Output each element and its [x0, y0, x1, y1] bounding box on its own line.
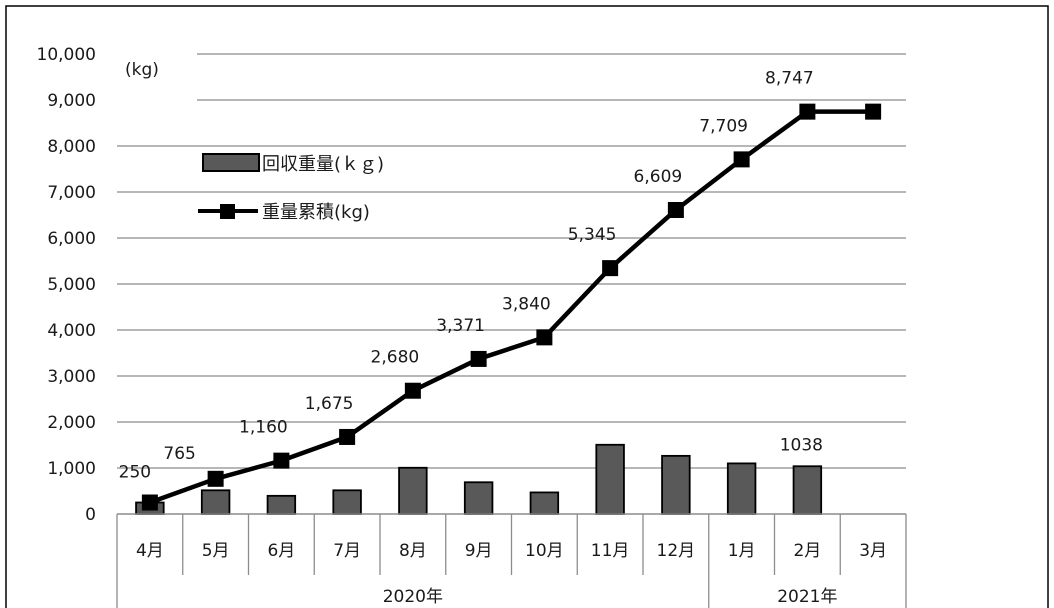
line-marker — [733, 151, 750, 168]
legend-line-label: 重量累積(kg) — [262, 202, 370, 223]
y-tick-label: 2,000 — [47, 413, 96, 433]
bar — [726, 462, 757, 515]
line-data-label: 2,680 — [371, 348, 420, 368]
x-tick-label: 9月 — [465, 541, 493, 561]
bar — [792, 465, 823, 515]
line-data-label: 1,160 — [239, 418, 288, 438]
bar — [595, 443, 625, 515]
legend-bar-swatch — [202, 153, 260, 172]
line-marker — [404, 382, 421, 399]
line-data-label: 3,371 — [436, 316, 485, 336]
line-marker — [141, 494, 158, 511]
bar — [266, 494, 297, 515]
legend: 回収重量(ｋｇ) 重量累積(kg) — [198, 153, 384, 223]
line-marker — [667, 201, 684, 218]
x-tick-label: 10月 — [525, 541, 564, 561]
y-axis-ticks: 0 1,000 2,000 3,000 4,000 5,000 6,000 7,000 8,00… — [37, 45, 96, 525]
line-data-label: 8,747 — [765, 69, 814, 89]
x-axis: 4月 5月 6月 7月 8月 9月 10月 11月 12月 1月 2月 3月 2020年 2021年 — [116, 513, 907, 608]
line-series — [141, 103, 882, 511]
x-tick-label: 4月 — [136, 541, 164, 561]
bar — [529, 491, 560, 515]
x-tick-label: 11月 — [591, 541, 630, 561]
y-tick-label: 3,000 — [47, 367, 96, 387]
line-marker — [470, 350, 487, 367]
x-tick-label: 2月 — [793, 541, 821, 561]
bar — [463, 481, 494, 515]
x-tick-label: 3月 — [859, 541, 887, 561]
x-tick-label: 5月 — [202, 541, 230, 561]
line-marker — [865, 103, 882, 120]
unit-label: (kg) — [125, 60, 159, 80]
series-line — [149, 109, 874, 505]
line-data-label: 1,675 — [305, 394, 354, 414]
y-tick-label: 6,000 — [47, 229, 96, 249]
y-tick-label: 1,000 — [47, 459, 96, 479]
bar-data-label: 1038 — [780, 435, 823, 455]
x-tick-label: 8月 — [399, 541, 427, 561]
line-marker — [536, 329, 553, 346]
line-marker — [339, 428, 356, 445]
line-marker — [273, 452, 290, 469]
line-data-label: 7,709 — [699, 116, 748, 136]
bar-series — [135, 443, 823, 515]
y-tick-label: 9,000 — [47, 91, 96, 111]
year-label: 2021年 — [777, 587, 837, 607]
legend-line-marker — [220, 204, 235, 219]
bar — [398, 466, 428, 515]
gridlines — [117, 53, 906, 469]
x-tick-label: 12月 — [657, 541, 696, 561]
bar — [661, 454, 691, 515]
line-data-label: 5,345 — [568, 225, 617, 245]
line-marker — [207, 470, 224, 487]
x-tick-label: 7月 — [333, 541, 361, 561]
y-tick-label: 5,000 — [47, 275, 96, 295]
y-tick-label: 10,000 — [37, 45, 96, 65]
line-marker — [602, 260, 619, 277]
line-data-label: 6,609 — [634, 167, 683, 187]
bar — [332, 489, 362, 515]
y-tick-label: 0 — [85, 505, 96, 525]
line-data-label: 250 — [119, 463, 151, 483]
year-label: 2020年 — [383, 587, 443, 607]
y-tick-label: 7,000 — [47, 183, 96, 203]
bar — [200, 489, 231, 515]
line-marker — [799, 103, 816, 120]
x-tick-label: 1月 — [728, 541, 756, 561]
x-tick-label: 6月 — [267, 541, 295, 561]
legend-bar-label: 回収重量(ｋｇ) — [262, 154, 384, 175]
y-tick-label: 8,000 — [47, 137, 96, 157]
y-tick-label: 4,000 — [47, 321, 96, 341]
data-labels: 250 765 1,160 1,675 2,680 3,371 3,840 5,345 6,60… — [119, 69, 823, 483]
line-data-label: 3,840 — [502, 294, 551, 314]
line-data-label: 765 — [163, 444, 195, 464]
